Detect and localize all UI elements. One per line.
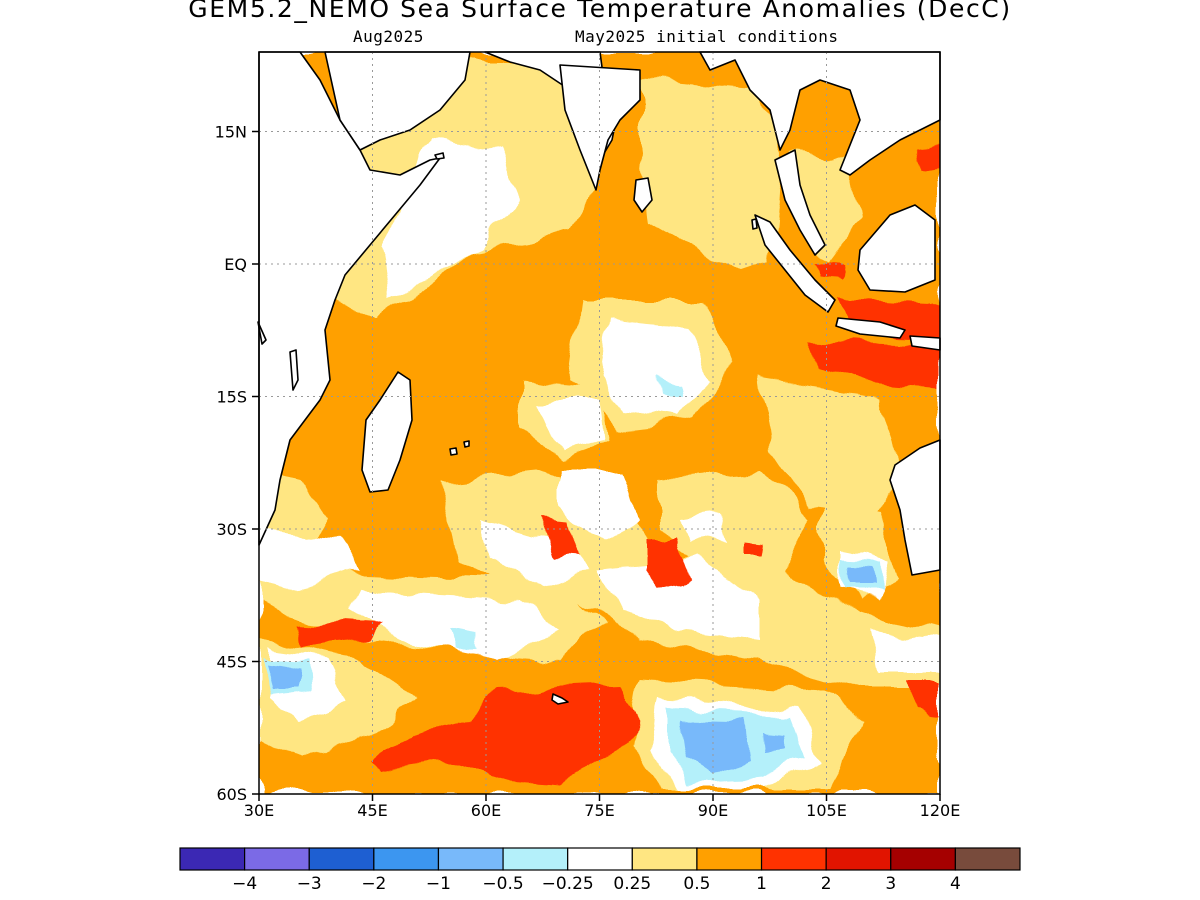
anomaly-neg0p5-regions [266,567,871,775]
madagascar-island [361,371,413,493]
colorbar-swatch [954,847,1021,871]
colorbar-swatch [179,847,246,871]
colorbar-label: 1 [756,874,767,894]
small-island-2 [289,349,299,391]
colorbar-swatch [696,847,763,871]
subtitle-initial-conditions: May2025 initial conditions [575,27,839,46]
australia-landmass [889,439,941,576]
colorbar-label: 0.25 [613,874,651,894]
socotra-island [257,321,267,345]
colorbar-swatch [308,847,375,871]
kerguelen-island [551,693,569,705]
mascarene-island-2 [463,440,470,448]
andaman-islands [751,218,758,230]
colorbar-swatch [631,847,698,871]
chart-title: GEM5.2_NEMO Sea Surface Temperature Anom… [188,0,1012,23]
x-tick-label: 120E [920,801,961,820]
y-tick-label: 15S [216,388,247,407]
mascarene-island [449,447,458,456]
y-tick-label: 60S [216,785,247,804]
colorbar-swatch [567,847,633,871]
colorbar-swatch [437,847,504,871]
colorbar-swatch [825,847,892,871]
coastlines [257,51,941,705]
colorbar-label: −1 [426,874,451,894]
colorbar-label: −0.25 [542,874,594,894]
colorbar-label: 0.5 [683,874,710,894]
colorbar-swatch [373,847,440,871]
y-tick-label: EQ [224,255,247,274]
map-gridlines [259,52,940,794]
colorbar-label: −2 [361,874,386,894]
y-tick-label: 15N [215,123,247,142]
java-island [835,317,906,339]
colorbar-label: −3 [297,874,322,894]
southeast-asia-landmass [699,51,941,176]
colorbar-swatch [890,847,956,871]
x-tick-label: 30E [244,801,274,820]
axis-ticks: 30E 45E 60E 75E 90E 105E 120E 15N EQ 15S 30S 45S 60S [215,123,961,821]
colorbar-label: 4 [950,874,961,894]
x-tick-label: 105E [806,801,847,820]
x-tick-label: 90E [698,801,728,820]
subtitle-valid-month: Aug2025 [353,27,424,46]
colorbar-swatch [760,847,827,871]
colorbar-label: 3 [885,874,896,894]
y-tick-label: 30S [216,520,247,539]
x-tick-label: 45E [357,801,387,820]
x-tick-label: 75E [584,801,614,820]
colorbar: −4 −3 −2 −1 −0.5 −0.25 0.25 0.5 1 2 3 4 [179,847,1021,894]
small-island [434,152,445,160]
india-peninsula [559,64,641,191]
colorbar-label: −4 [232,874,257,894]
anomaly-1-2-regions [290,145,940,785]
colorbar-swatch [244,847,310,871]
x-tick-label: 60E [471,801,501,820]
arabia-landmass [324,51,471,151]
malay-peninsula [774,149,826,256]
colorbar-label: −0.5 [482,874,523,894]
colorbar-label: 2 [821,874,832,894]
y-tick-label: 45S [216,653,247,672]
borneo-island [857,204,936,293]
colorbar-swatch [502,847,569,871]
sri-lanka-island [633,177,653,213]
